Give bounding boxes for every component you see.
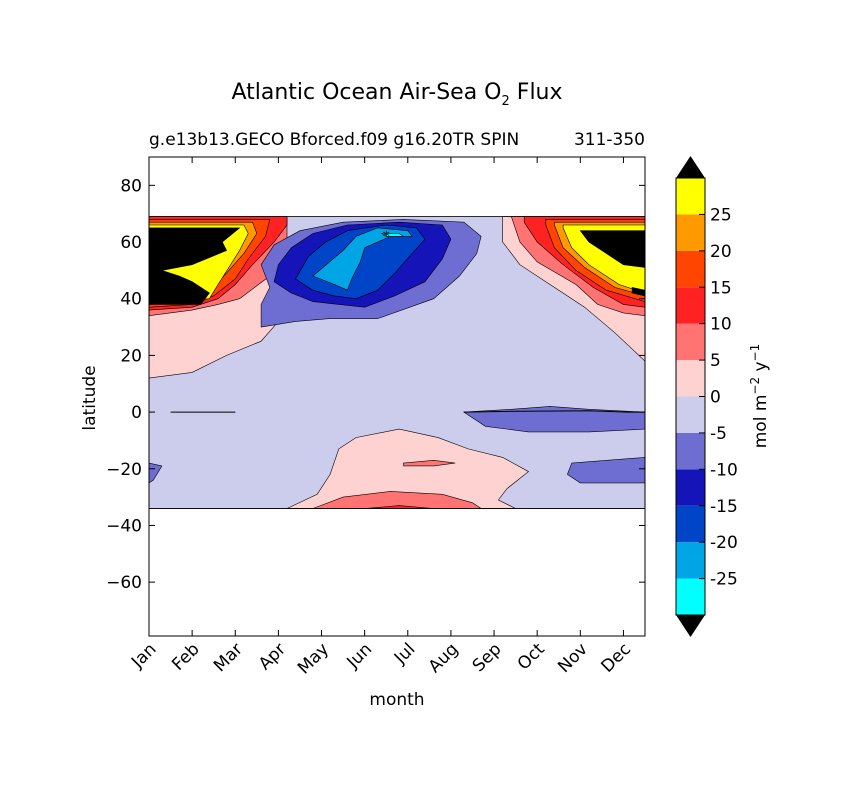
colorbar-tick-label: 5 — [710, 351, 721, 371]
chart-subtitle-right: 311-350 — [574, 130, 645, 150]
contour-region-north-over-30-east — [579, 230, 645, 268]
x-tick-label: Oct — [514, 639, 549, 674]
contour-region-south-negative-east — [567, 457, 645, 484]
y-tick-label: 60 — [120, 233, 142, 253]
colorbar-swatch — [676, 360, 705, 397]
x-tick-label: Nov — [554, 639, 592, 677]
x-tick-label: Sep — [469, 639, 506, 676]
colorbar-label-exp2: −1 — [748, 344, 762, 362]
x-tick-label: Dec — [598, 639, 635, 676]
colorbar-swatch — [676, 214, 705, 251]
colorbar-label-exp1: −2 — [748, 377, 762, 395]
x-tick-label: Jul — [390, 639, 419, 668]
x-tick-label: Aug — [425, 639, 463, 677]
y-tick-label: −20 — [106, 460, 142, 480]
contour-region-north-over-30-east-lower — [631, 287, 645, 297]
contour-region-equator-negative-east — [462, 406, 645, 433]
y-tick-label: 0 — [131, 403, 142, 423]
chart-title-subscript: 2 — [502, 94, 510, 109]
x-tick-label: Jun — [343, 639, 377, 673]
contour-region-north-over-30-west — [149, 227, 241, 305]
contour-region-south-negative-west — [149, 462, 163, 484]
contour-region-spring-bloom-negative-25 — [380, 233, 405, 237]
colorbar: 25 20 15 10 5 0 -5 -10 -15 -20 -25 — [675, 156, 738, 637]
x-tick-label: Jan — [127, 639, 160, 672]
x-tick-label: May — [294, 639, 333, 678]
colorbar-extend-bottom — [676, 615, 705, 637]
colorbar-tick-label: 10 — [710, 315, 732, 335]
plot-area: * — [149, 216, 645, 509]
colorbar-swatch — [676, 250, 705, 288]
colorbar-tick-label: 20 — [710, 242, 732, 262]
chart-title-suffix: Flux — [510, 80, 563, 105]
y-tick-label: 80 — [120, 176, 142, 196]
contour-region-south-patch-10-15 — [403, 459, 456, 467]
x-tick-label: Mar — [210, 639, 247, 676]
y-tick-label: 40 — [120, 290, 142, 310]
colorbar-swatch — [676, 287, 705, 324]
colorbar-label-mid: y — [751, 361, 771, 376]
colorbar-tick-label: -25 — [710, 570, 738, 590]
x-tick-label: Apr — [255, 639, 290, 674]
colorbar-swatch — [676, 542, 705, 579]
colorbar-label-main: mol m — [751, 395, 771, 449]
colorbar-label: mol m−2 y−1 — [748, 344, 771, 449]
colorbar-swatch — [676, 578, 705, 615]
y-tick-label: −60 — [106, 573, 142, 593]
plot-frame — [148, 156, 646, 637]
colorbar-tick-label: -20 — [710, 533, 738, 553]
colorbar-extend-top — [676, 156, 705, 178]
chart-subtitle-left: g.e13b13.GECO Bforced.f09 g16.20TR SPIN — [149, 130, 519, 150]
marker-minimum: * — [383, 229, 390, 245]
chart-title: Atlantic Ocean Air-Sea O2 Flux — [231, 80, 562, 109]
colorbar-tick-label: 15 — [710, 278, 732, 298]
colorbar-tick-label: -10 — [710, 460, 738, 480]
colorbar-tick-label: -15 — [710, 497, 738, 517]
colorbar-tick-label: 0 — [710, 388, 721, 408]
y-axis-label: latitude — [80, 365, 100, 430]
colorbar-swatch — [676, 505, 705, 543]
colorbar-swatch — [676, 432, 705, 470]
colorbar-tick-label: 25 — [710, 205, 732, 225]
y-tick-label: 20 — [120, 346, 142, 366]
colorbar-swatch — [676, 396, 705, 433]
contour-region-south-subtropical-positive — [286, 428, 530, 509]
y-tick-label: −40 — [106, 516, 142, 536]
colorbar-tick-label: -5 — [710, 424, 727, 444]
x-axis-label: month — [369, 690, 424, 710]
contour-line-equator-zero-east — [463, 410, 645, 413]
colorbar-swatch — [676, 469, 705, 506]
chart-title-prefix: Atlantic Ocean Air-Sea O — [231, 80, 501, 105]
colorbar-swatch — [676, 178, 705, 215]
x-tick-label: Feb — [168, 639, 203, 674]
colorbar-swatch — [676, 323, 705, 361]
